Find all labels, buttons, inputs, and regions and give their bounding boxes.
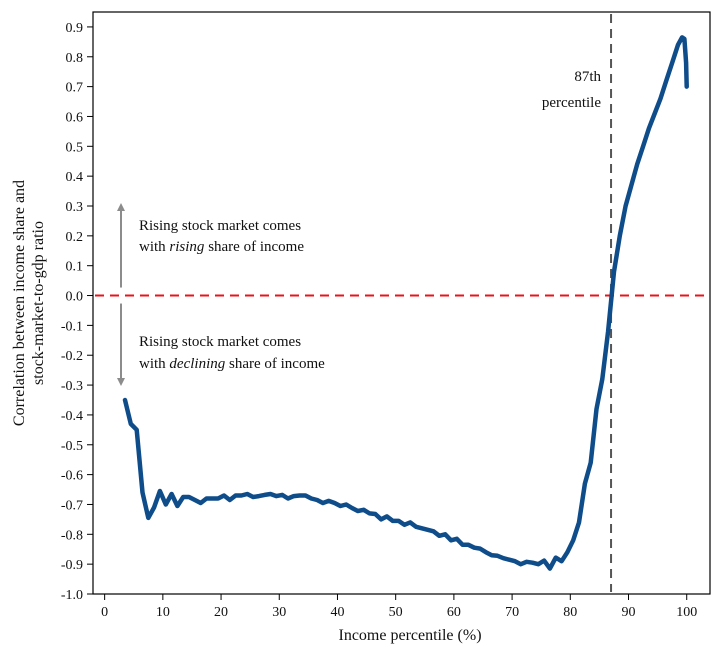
x-tick-label: 30 (272, 605, 286, 620)
x-tick-label: 0 (101, 605, 108, 620)
correlation-series-line (122, 35, 689, 571)
x-tick-label: 100 (676, 605, 697, 620)
y-tick-label: -0.5 (61, 439, 83, 454)
upper-annotation-emphasis: rising (169, 239, 205, 255)
y-tick-label: 0.6 (66, 110, 84, 125)
y-tick-label: 0.8 (66, 51, 84, 66)
y-tick-label: -0.1 (61, 319, 83, 334)
plot-frame (92, 11, 711, 595)
series-layer (122, 35, 689, 571)
marker-label-line2: percentile (542, 95, 601, 111)
direction-arrows (117, 203, 125, 386)
x-tick-label: 60 (447, 605, 461, 620)
upper-annotation-line1: Rising stock market comes (139, 218, 301, 234)
lower-annotation-post: share of income (225, 356, 325, 372)
x-tick-label: 40 (330, 605, 344, 620)
x-tick-label: 80 (563, 605, 577, 620)
y-tick-label: -0.4 (61, 409, 83, 424)
upper-annotation-post: share of income (204, 239, 304, 255)
y-tick-label: -0.2 (61, 349, 83, 364)
lower-annotation-pre: with (139, 356, 169, 372)
x-tick-label: 90 (622, 605, 636, 620)
y-tick-label: -1.0 (61, 588, 83, 603)
rising-arrow-head (117, 203, 125, 211)
x-tick-label: 50 (389, 605, 403, 620)
upper-annotation-pre: with (139, 239, 169, 255)
y-tick-label: 0.2 (66, 230, 84, 245)
tick-marks: 0 10 20 30 40 50 60 70 80 90 100 -1.0 -0.9 -0.8 -0.7 -0… (61, 21, 697, 620)
y-tick-label: 0.0 (66, 290, 84, 305)
y-tick-label: -0.7 (61, 498, 83, 513)
reference-lines (95, 14, 708, 592)
x-tick-label: 20 (214, 605, 228, 620)
lower-annotation-line1: Rising stock market comes (139, 334, 301, 350)
lower-annotation-emphasis: declining (169, 356, 225, 372)
y-tick-label: 0.9 (66, 21, 84, 36)
upper-annotation-line2: with rising share of income (139, 239, 304, 255)
y-tick-label: 0.3 (66, 200, 84, 215)
y-tick-label: -0.9 (61, 558, 83, 573)
x-tick-label: 10 (156, 605, 170, 620)
declining-arrow-head (117, 378, 125, 386)
lower-annotation-line2: with declining share of income (139, 356, 325, 372)
marker-label-line1: 87th (574, 69, 601, 85)
y-tick-label: 0.7 (66, 81, 84, 96)
y-tick-label: 0.4 (66, 170, 84, 185)
y-tick-label: 0.5 (66, 140, 84, 155)
y-tick-label: -0.3 (61, 379, 83, 394)
x-tick-label: 70 (505, 605, 519, 620)
y-axis-title-line2: stock-market-to-gdp ratio (30, 221, 47, 385)
y-tick-label: 0.1 (66, 260, 84, 275)
x-axis-title: Income percentile (%) (338, 627, 481, 644)
y-axis-title-line1: Correlation between income share and (11, 180, 28, 426)
y-tick-label: -0.6 (61, 469, 83, 484)
y-tick-label: -0.8 (61, 528, 83, 543)
